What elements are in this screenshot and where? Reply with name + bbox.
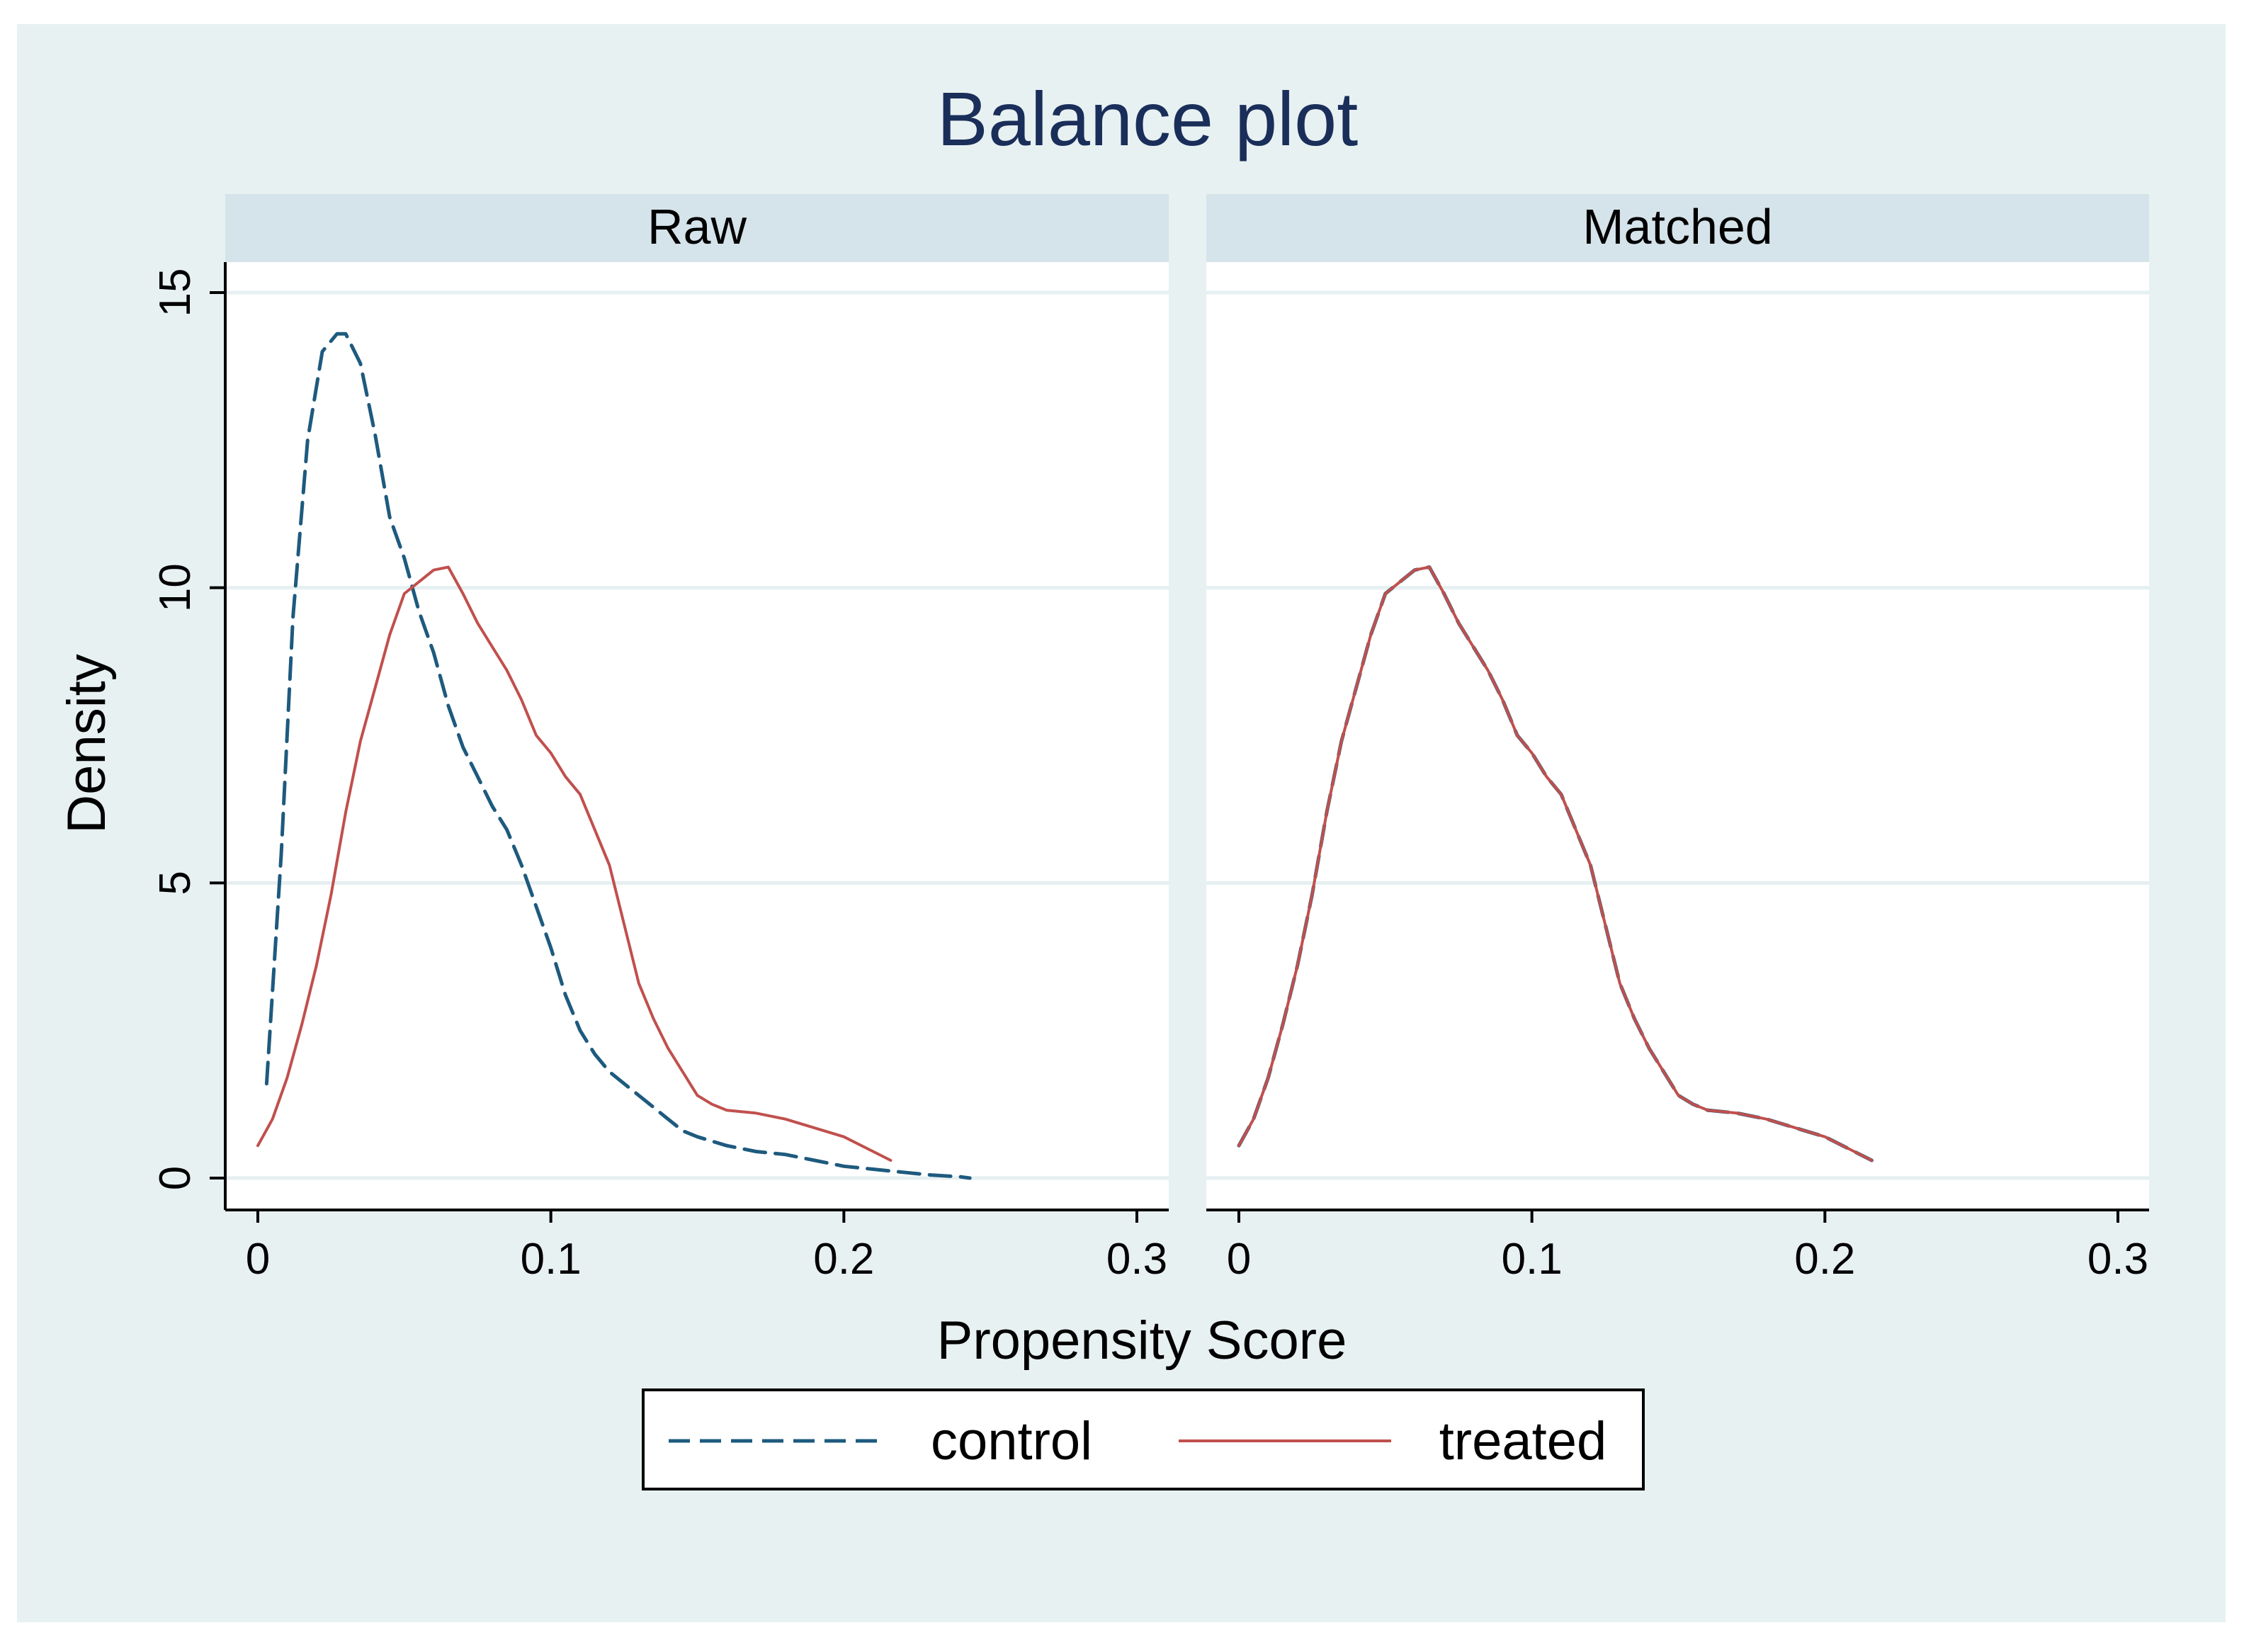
- panel-strip-raw: [225, 194, 1169, 262]
- panel-strip-label: Matched: [1582, 199, 1772, 254]
- y-tick-label: 5: [151, 871, 200, 895]
- y-axis-label: Density: [57, 654, 117, 833]
- legend-label-control: control: [931, 1411, 1092, 1471]
- plot-area: [225, 262, 1169, 1210]
- x-tick-label: 0: [246, 1235, 270, 1284]
- panel-matched: Matched 0 0.1 0.2 0.3: [1206, 194, 2149, 1284]
- chart-title: Balance plot: [937, 76, 1358, 162]
- series-line-control: [264, 332, 972, 1180]
- y-tick-label: 0: [151, 1166, 200, 1190]
- plot-area: [1206, 262, 2149, 1210]
- panels-layer: Raw 0 0.1 0.2 0.3 0 5 10 15 Matched 0 0.1 0.2 0.3: [151, 194, 2149, 1284]
- x-tick-label: 0.3: [1106, 1235, 1167, 1284]
- x-axis-label: Propensity Score: [937, 1311, 1347, 1371]
- x-tick-label: 0.2: [813, 1235, 874, 1284]
- x-tick-label: 0: [1227, 1235, 1251, 1284]
- panel-strip-matched: [1206, 194, 2149, 262]
- series-line-treated: [256, 565, 892, 1162]
- x-tick-label: 0.1: [1502, 1235, 1563, 1284]
- legend-label-treated: treated: [1439, 1411, 1607, 1471]
- panel-raw: Raw 0 0.1 0.2 0.3 0 5 10 15: [151, 194, 1169, 1284]
- y-tick-label: 15: [151, 268, 200, 317]
- x-tick-label: 0.2: [1794, 1235, 1855, 1284]
- y-tick-label: 10: [151, 563, 200, 612]
- legend: control treated: [642, 1388, 1645, 1490]
- x-tick-label: 0.3: [2087, 1235, 2148, 1284]
- series-line-treated: [1237, 565, 1874, 1162]
- x-tick-label: 0.1: [521, 1235, 582, 1284]
- panel-strip-label: Raw: [647, 199, 747, 254]
